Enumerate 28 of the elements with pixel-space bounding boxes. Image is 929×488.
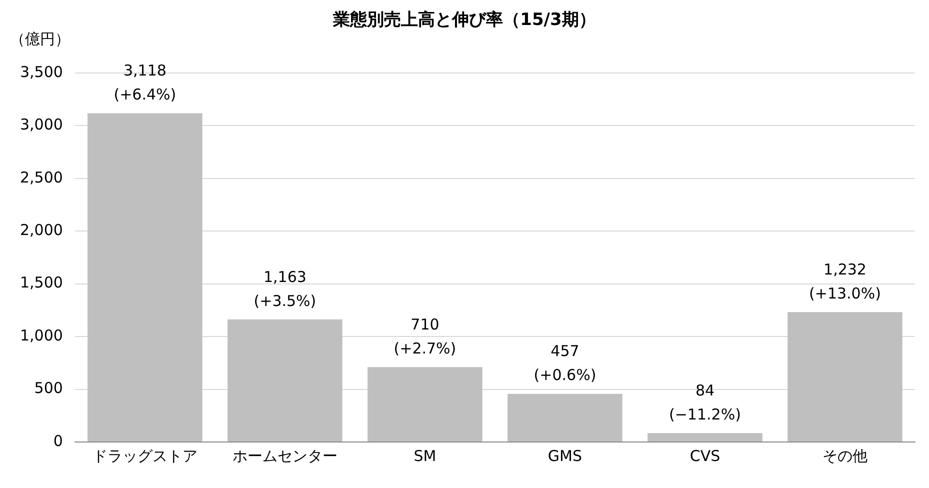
x-tick-label: CVS bbox=[690, 446, 720, 465]
x-tick-label: その他 bbox=[822, 446, 868, 465]
bar bbox=[508, 394, 622, 442]
y-tick-label: 1,500 bbox=[20, 274, 63, 292]
data-label: 710 (+2.7%) bbox=[394, 316, 456, 358]
data-label: 3,118 (+6.4%) bbox=[114, 62, 176, 104]
x-tick-label: GMS bbox=[548, 446, 582, 465]
x-tick-label: ホームセンター bbox=[232, 446, 338, 465]
y-tick-label: 3,000 bbox=[20, 116, 63, 134]
y-axis-title: （億円） bbox=[9, 30, 71, 50]
data-label: 1,163 (+3.5%) bbox=[254, 268, 316, 310]
y-tick-label: 3,500 bbox=[20, 62, 63, 81]
data-label: 84 (−11.2%) bbox=[669, 382, 741, 424]
bar bbox=[788, 312, 902, 442]
y-tick-label: 500 bbox=[34, 379, 63, 398]
x-tick-label: SM bbox=[414, 446, 436, 465]
bar bbox=[648, 433, 762, 442]
chart-title: 業態別売上高と伸び率（15/3期） bbox=[332, 9, 597, 30]
bar bbox=[368, 367, 482, 442]
bar bbox=[88, 113, 202, 442]
data-label: 1,232 (+13.0%) bbox=[809, 260, 881, 303]
bar bbox=[228, 319, 342, 442]
y-tick-label: 0 bbox=[53, 432, 63, 450]
y-tick-label: 2,500 bbox=[20, 168, 63, 186]
y-tick-label: 1,000 bbox=[20, 326, 63, 344]
data-label: 457 (+0.6%) bbox=[534, 342, 596, 384]
y-tick-label: 2,000 bbox=[20, 221, 63, 240]
x-tick-label: ドラッグストア bbox=[92, 446, 198, 465]
